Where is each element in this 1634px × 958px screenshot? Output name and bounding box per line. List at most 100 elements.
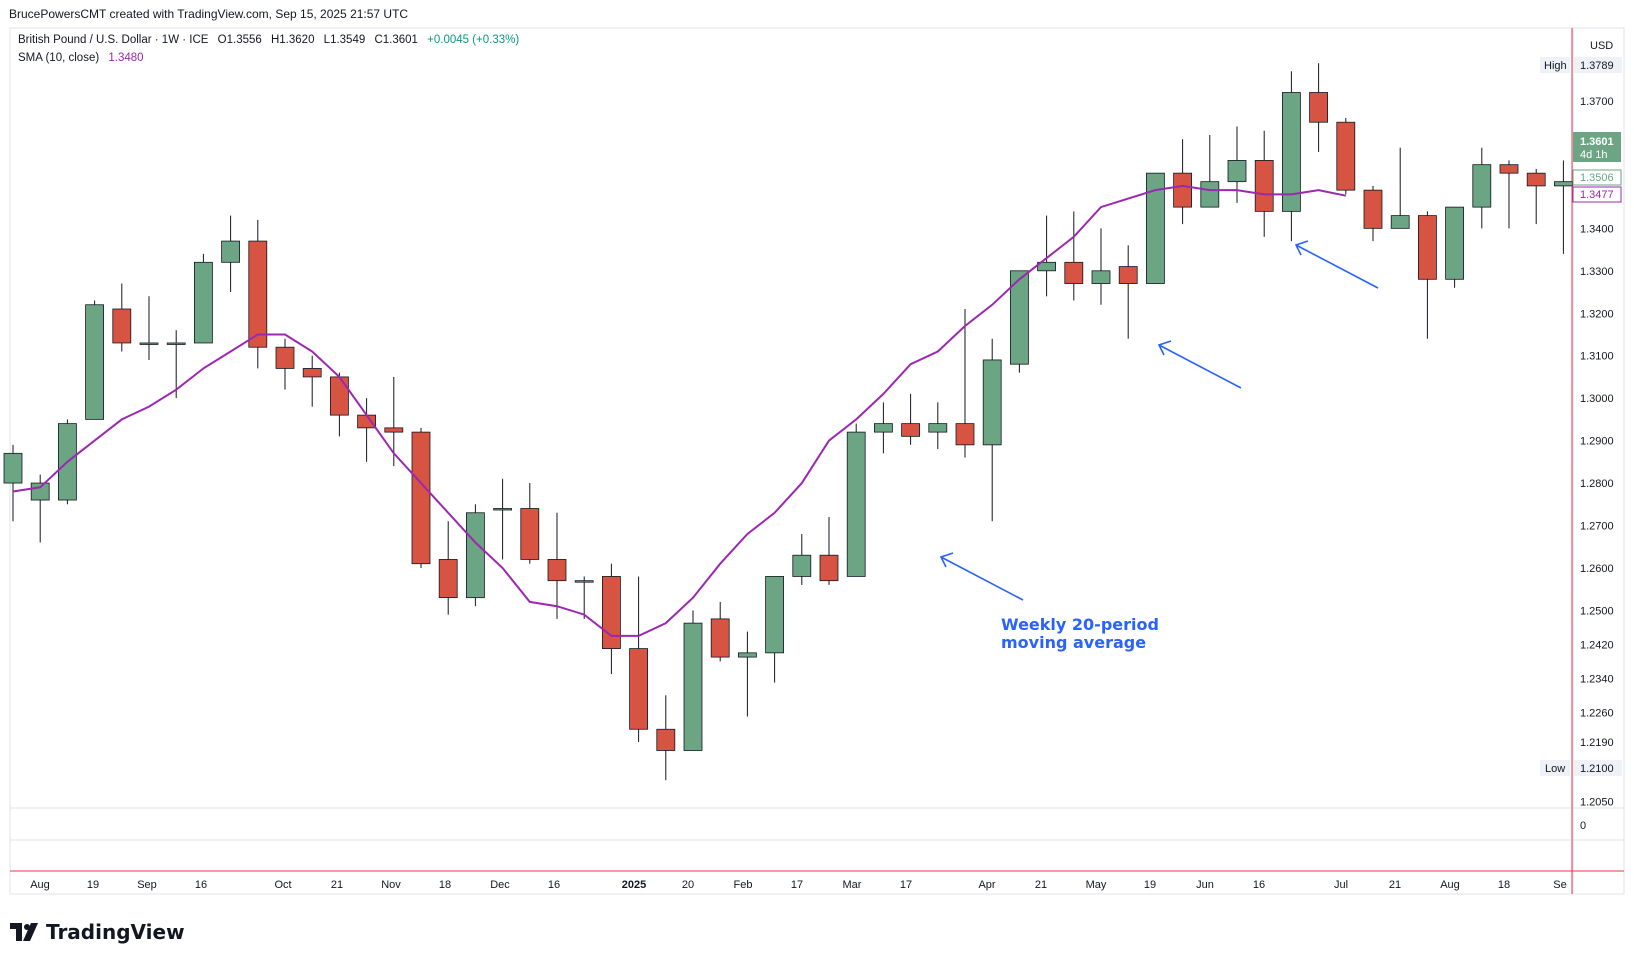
candle-body xyxy=(166,342,186,345)
candle xyxy=(193,253,213,344)
x-tick-label: Sep xyxy=(137,879,157,891)
arrow-2 xyxy=(1158,344,1242,389)
candle xyxy=(710,601,730,662)
candle-body xyxy=(874,423,893,433)
candle-body xyxy=(1336,121,1356,191)
sma-legend-value: 1.3480 xyxy=(108,52,144,64)
candle xyxy=(139,296,159,360)
x-tick-label: Jul xyxy=(1334,879,1348,891)
y-tick-label: 1.2900 xyxy=(1580,436,1614,448)
candle-body xyxy=(1146,172,1165,284)
candle-body xyxy=(329,376,349,416)
candle-body xyxy=(438,559,458,599)
x-tick-label: May xyxy=(1086,879,1107,891)
candle-body xyxy=(1363,189,1383,229)
y-tick-label: 1.2700 xyxy=(1580,521,1614,533)
y-tick-label: 1.3100 xyxy=(1580,351,1614,363)
candle xyxy=(1336,117,1356,195)
candle xyxy=(1363,185,1383,242)
candle-body xyxy=(982,359,1002,446)
candle-body xyxy=(1227,160,1247,183)
candle xyxy=(1254,130,1274,237)
arrow-1-head xyxy=(939,552,954,568)
x-tick-label: 16 xyxy=(548,879,560,891)
candle xyxy=(520,483,540,564)
candle xyxy=(384,376,404,467)
y-tick-label: 1.2260 xyxy=(1580,707,1614,719)
candle xyxy=(901,393,920,445)
sma-price-value: 1.3477 xyxy=(1580,189,1614,201)
candle xyxy=(302,355,322,407)
arrow-2-head xyxy=(1157,340,1172,356)
candle-body xyxy=(411,431,431,565)
ohlc-change: +0.0045 (+0.33%) xyxy=(427,34,520,46)
candle xyxy=(846,423,866,577)
candle xyxy=(1282,71,1301,242)
candle-body xyxy=(1118,266,1138,284)
x-tick-label: 16 xyxy=(1253,879,1265,891)
tradingview-logo-icon xyxy=(10,923,38,941)
high-value: 1.3789 xyxy=(1580,60,1614,72)
candle-body xyxy=(1445,206,1464,280)
high-value-bg xyxy=(1574,57,1622,73)
candle-body xyxy=(85,304,104,420)
candle-body xyxy=(1254,160,1274,212)
tradingview-logo-text: TradingView xyxy=(46,920,185,944)
candle-body xyxy=(1418,215,1437,280)
candle-body xyxy=(1091,270,1111,284)
symbol-legend[interactable]: British Pound / U.S. Dollar · 1W · ICE O… xyxy=(18,34,519,46)
candle-body xyxy=(819,554,839,582)
lower-pane-zero: 0 xyxy=(1580,820,1586,832)
x-tick-label: 21 xyxy=(331,879,343,891)
candle xyxy=(955,309,975,458)
candle xyxy=(465,504,485,607)
time-axis[interactable]: Aug 19 Sep 16 Oct 21 Nov 18 Dec 16 2025 20 Feb 17 Mar 1… xyxy=(30,879,1567,891)
candle-body xyxy=(955,423,975,446)
candle xyxy=(656,695,676,781)
candle-body xyxy=(846,431,866,577)
bar-countdown: 4d 1h xyxy=(1580,149,1608,161)
candle xyxy=(792,533,812,585)
candle xyxy=(738,631,757,717)
x-tick-label: 21 xyxy=(1389,879,1401,891)
y-tick-label: 1.3300 xyxy=(1580,266,1614,278)
tradingview-logo[interactable]: TradingView xyxy=(10,920,185,944)
candle xyxy=(1554,160,1573,254)
candle xyxy=(819,517,839,585)
price-axis[interactable]: 1.2050 1.2190 1.2260 1.2340 1.2420 1.2500 1.26… xyxy=(1580,96,1614,808)
y-tick-label: 1.3000 xyxy=(1580,393,1614,405)
symbol-name: British Pound / U.S. Dollar · 1W · ICE xyxy=(18,34,209,46)
candle-body xyxy=(112,308,132,344)
sma-legend[interactable]: SMA (10, close) 1.3480 xyxy=(18,52,144,64)
prev-close-badge xyxy=(1572,169,1622,186)
x-tick-label: 2025 xyxy=(622,879,646,891)
y-tick-label: 1.3700 xyxy=(1580,96,1614,108)
x-tick-label: 18 xyxy=(439,879,451,891)
ma-annotation: Weekly 20-period moving average xyxy=(1001,616,1159,652)
chart-credit: BrucePowersCMT created with TradingView.… xyxy=(9,7,409,21)
candle-body xyxy=(1472,164,1492,208)
candle-body xyxy=(1554,181,1573,187)
candle-body xyxy=(1309,92,1328,123)
candle-body xyxy=(1037,261,1056,272)
candle-body xyxy=(710,618,730,658)
x-tick-label: Oct xyxy=(274,879,291,891)
x-tick-label: 18 xyxy=(1498,879,1510,891)
x-tick-label: 20 xyxy=(682,879,694,891)
candle-body xyxy=(765,576,784,654)
x-tick-label: 19 xyxy=(87,879,99,891)
candle-body xyxy=(1010,270,1029,365)
candle-body xyxy=(520,508,540,560)
x-tick-label: Feb xyxy=(734,879,753,891)
candle-body xyxy=(221,240,241,263)
ma-annotation-line1: Weekly 20-period xyxy=(1001,615,1159,634)
x-tick-label: Aug xyxy=(1440,879,1460,891)
candle xyxy=(1064,211,1084,301)
ohlc-low: L1.3549 xyxy=(323,34,366,46)
x-tick-label: 17 xyxy=(900,879,912,891)
sma-price-badge xyxy=(1572,186,1622,203)
candle xyxy=(329,372,349,437)
candle-body xyxy=(1390,215,1410,229)
x-tick-label: Dec xyxy=(490,879,510,891)
